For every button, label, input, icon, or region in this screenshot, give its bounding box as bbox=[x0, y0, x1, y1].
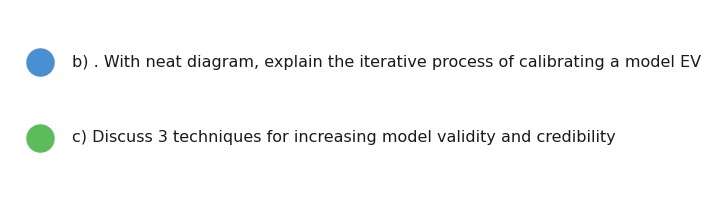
Point bbox=[34, 60, 45, 64]
Point bbox=[34, 136, 45, 139]
Text: b) . With neat diagram, explain the iterative process of calibrating a model EV: b) . With neat diagram, explain the iter… bbox=[72, 55, 701, 70]
Text: c) Discuss 3 techniques for increasing model validity and credibility: c) Discuss 3 techniques for increasing m… bbox=[72, 130, 616, 145]
